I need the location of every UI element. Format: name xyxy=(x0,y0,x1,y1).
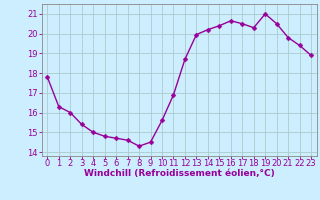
X-axis label: Windchill (Refroidissement éolien,°C): Windchill (Refroidissement éolien,°C) xyxy=(84,169,275,178)
